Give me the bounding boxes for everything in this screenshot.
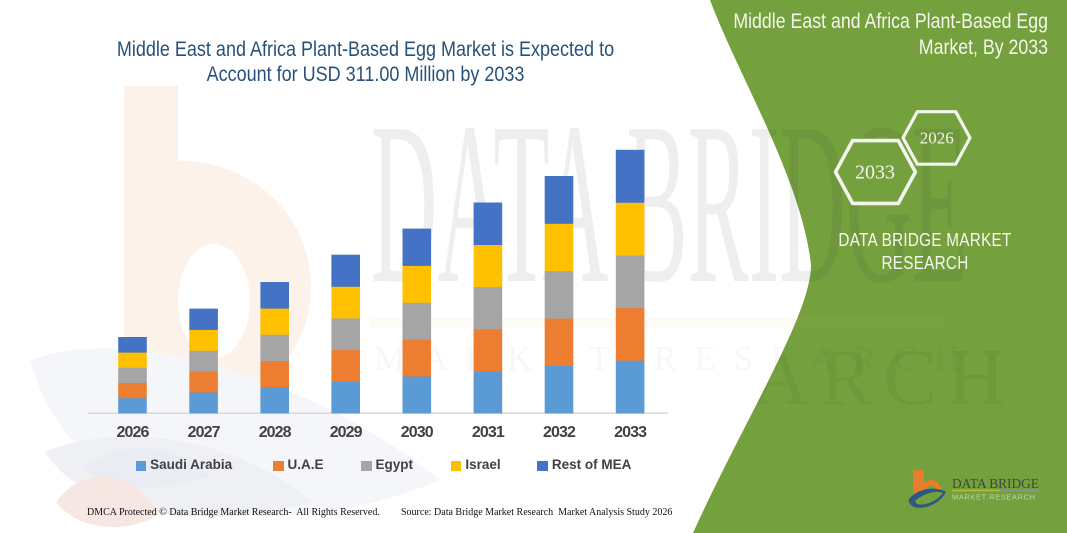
svg-text:2026: 2026 bbox=[920, 129, 954, 148]
svg-text:2033: 2033 bbox=[855, 162, 895, 184]
svg-text:DATA BRIDGE: DATA BRIDGE bbox=[952, 476, 1039, 491]
svg-text:MARKET RESEARCH: MARKET RESEARCH bbox=[952, 493, 1035, 502]
